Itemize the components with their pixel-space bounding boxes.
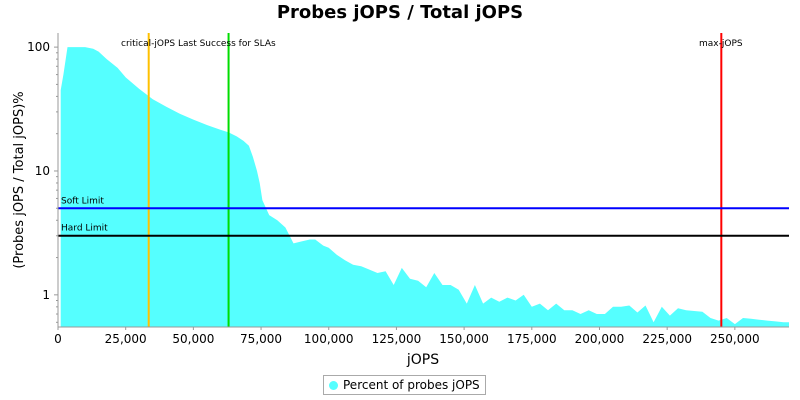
y-axis-label: (Probes jOPS / Total jOPS)% (12, 91, 27, 268)
x-tick-label: 125,000 (372, 332, 422, 346)
x-axis-label: jOPS (406, 352, 439, 368)
y-tick-label: 1 (42, 288, 50, 302)
chart-title: Probes jOPS / Total jOPS (276, 2, 524, 23)
marker-label-critical-last-success: critical-jOPS Last Success for SLAs (121, 39, 276, 49)
x-tick-label: 200,000 (575, 332, 625, 346)
x-tick-label: 225,000 (642, 332, 692, 346)
x-tick-label: 25,000 (105, 332, 147, 346)
series-area-probes-jops (60, 47, 789, 327)
reference-lines: critical-jOPS Last Success for SLAs max-j… (58, 33, 789, 327)
x-tick-label: 150,000 (439, 332, 489, 346)
y-tick-label: 10 (35, 164, 50, 178)
x-tick-label: 175,000 (507, 332, 557, 346)
legend-label: Percent of probes jOPS (343, 378, 480, 392)
x-tick-label: 0 (54, 332, 62, 346)
marker-label-soft-limit: Soft Limit (61, 196, 104, 206)
marker-label-max-jops: max-jOPS (699, 39, 743, 49)
y-tick-label: 100 (27, 40, 50, 54)
marker-label-hard-limit: Hard Limit (61, 224, 108, 234)
x-tick-label: 50,000 (172, 332, 214, 346)
x-tick-label: 250,000 (710, 332, 760, 346)
x-tick-label: 75,000 (240, 332, 282, 346)
legend-swatch-icon (329, 380, 338, 390)
axes: 0 25,000 50,000 75,000 100,000 125,000 150,000… (27, 33, 789, 346)
area-layer (60, 47, 789, 327)
x-tick-label: 100,000 (304, 332, 354, 346)
legend: Percent of probes jOPS (323, 375, 486, 395)
